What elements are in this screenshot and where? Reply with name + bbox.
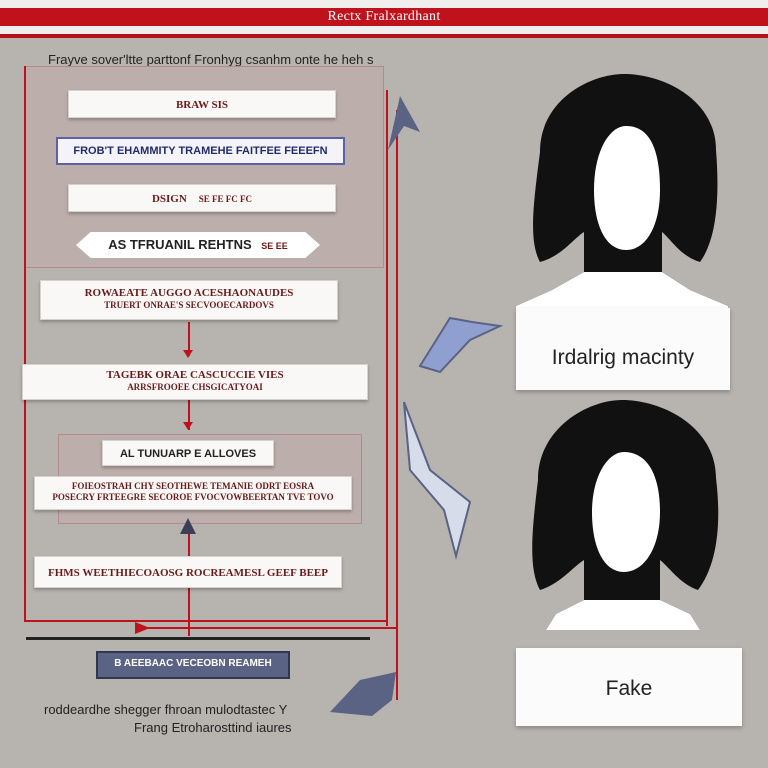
page-title: Rectx Fralxardhant: [327, 9, 441, 24]
flow-box-5: ROWAEATE AUGGO ACESHAONAUDES TRUERT ONRA…: [40, 280, 338, 320]
arrow-icon: [183, 350, 193, 358]
flow-box-5-line1: ROWAEATE AUGGO ACESHAONAUDES: [84, 287, 294, 299]
subtitle: Frayve sover'ltte parttonf Fronhyg csanh…: [48, 52, 374, 67]
flow-box-3-sub: SE FE FC FC: [198, 194, 253, 204]
flow-box-7-text: AL TUNUARP E ALLOVES: [119, 448, 257, 460]
bottom-text-line2: Frang Etroharosttind iaures: [134, 720, 292, 735]
header-bar: Rectx Fralxardhant: [0, 0, 768, 38]
label-card-bottom: Fake: [516, 648, 742, 726]
label-card-bottom-text: Fake: [605, 677, 653, 700]
flow-box-9-text: FHMS WEETHIECOAOSG ROCREAMESL GEEF BEEP: [48, 567, 328, 579]
arrow-icon: [388, 96, 420, 150]
flow-box-9: FHMS WEETHIECOAOSG ROCREAMESL GEEF BEEP: [34, 556, 342, 588]
flow-pill-sub: SE EE: [261, 241, 288, 251]
arrow-icon: [330, 672, 396, 716]
arrow-icon: [418, 316, 504, 374]
arrow-icon: [403, 401, 472, 560]
left-red-line: [24, 66, 26, 622]
arrow-icon: [135, 622, 150, 634]
flow-pill: AS TFRUANIL REHTNS SE EE: [76, 232, 320, 258]
flow-box-3: DSIGN SE FE FC FC: [68, 184, 336, 212]
flow-box-5-line2: TRUERT ONRAE'S SECVOOECARDOVS: [104, 300, 274, 310]
flow-box-8-line2: POSECRY FRTEEGRE SECOROE FVOCVOWBEERTAN …: [52, 492, 334, 502]
flow-box-1: Braw sis: [68, 90, 336, 118]
label-card-top-text: Irdalrig macinty: [551, 346, 695, 369]
action-button[interactable]: B AEEBAAC VECEOBN REAMEH: [96, 651, 290, 679]
arrow-icon: [183, 422, 193, 430]
bottom-red-line: [24, 620, 388, 622]
flow-box-3-main: DSIGN: [151, 193, 187, 205]
right-red-line: [386, 90, 388, 626]
flow-box-6: TAGEBK ORAE CASCUCCIE VIES ARRSFROOEE CH…: [22, 364, 368, 400]
center-red-line-1: [188, 322, 190, 356]
arrow-icon: [180, 518, 196, 534]
label-card-top: Irdalrig macinty: [516, 308, 730, 390]
flow-box-8: FOIEOSTRAH CHY SEOTHEWE TEMANIE ODRT EOS…: [34, 476, 352, 510]
bottom-dark-line: [26, 637, 370, 640]
flow-box-6-line1: TAGEBK ORAE CASCUCCIE VIES: [106, 369, 284, 381]
flow-box-7: AL TUNUARP E ALLOVES: [102, 440, 274, 466]
bottom-text-line1: roddeardhe shegger fhroan mulodtastec Y: [44, 702, 288, 717]
person-silhouette-icon: [532, 400, 719, 630]
far-right-red-line: [396, 110, 398, 700]
center-red-line-2: [188, 400, 190, 430]
flow-pill-main: AS TFRUANIL REHTNS: [108, 237, 252, 252]
flow-box-2: FROB'T EHAMMITY TRAMEHE FAITFEE FEEEFN: [56, 137, 345, 165]
flow-box-1-text: Braw sis: [175, 99, 229, 111]
flow-box-6-line2: ARRSFROOEE CHSGICATYOAI: [127, 382, 263, 392]
flow-box-8-line1: FOIEOSTRAH CHY SEOTHEWE TEMANIE ODRT EOS…: [71, 481, 315, 491]
header-stripe: [0, 8, 768, 26]
bottom-red-line-2: [140, 627, 398, 629]
